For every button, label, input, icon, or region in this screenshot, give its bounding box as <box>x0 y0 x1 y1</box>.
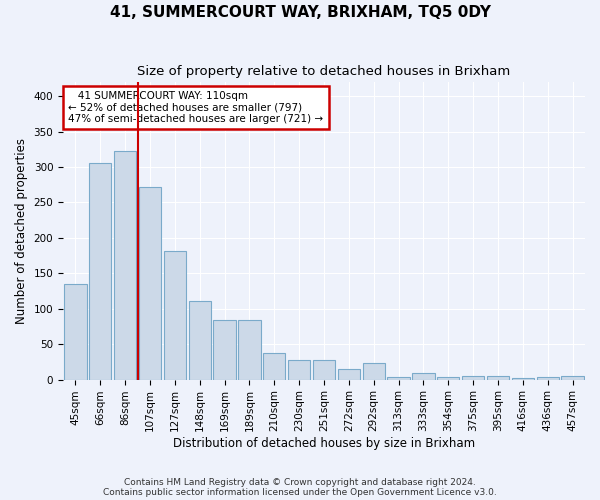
Bar <box>412 373 434 380</box>
Bar <box>487 376 509 380</box>
Bar <box>512 378 534 380</box>
Bar <box>89 164 112 380</box>
Bar <box>164 250 186 380</box>
Bar <box>238 320 260 380</box>
Bar <box>139 187 161 380</box>
Text: 41 SUMMERCOURT WAY: 110sqm
← 52% of detached houses are smaller (797)
47% of sem: 41 SUMMERCOURT WAY: 110sqm ← 52% of deta… <box>68 91 323 124</box>
Bar <box>114 152 136 380</box>
Bar <box>362 362 385 380</box>
Y-axis label: Number of detached properties: Number of detached properties <box>15 138 28 324</box>
Bar <box>214 320 236 380</box>
Text: Contains HM Land Registry data © Crown copyright and database right 2024.
Contai: Contains HM Land Registry data © Crown c… <box>103 478 497 497</box>
Text: 41, SUMMERCOURT WAY, BRIXHAM, TQ5 0DY: 41, SUMMERCOURT WAY, BRIXHAM, TQ5 0DY <box>110 5 491 20</box>
Bar <box>288 360 310 380</box>
Bar <box>64 284 86 380</box>
X-axis label: Distribution of detached houses by size in Brixham: Distribution of detached houses by size … <box>173 437 475 450</box>
Bar <box>313 360 335 380</box>
Bar <box>388 377 410 380</box>
Bar <box>263 352 286 380</box>
Bar <box>338 369 360 380</box>
Bar <box>437 377 460 380</box>
Bar <box>562 376 584 380</box>
Bar <box>188 301 211 380</box>
Bar <box>462 376 484 380</box>
Title: Size of property relative to detached houses in Brixham: Size of property relative to detached ho… <box>137 65 511 78</box>
Bar <box>536 377 559 380</box>
